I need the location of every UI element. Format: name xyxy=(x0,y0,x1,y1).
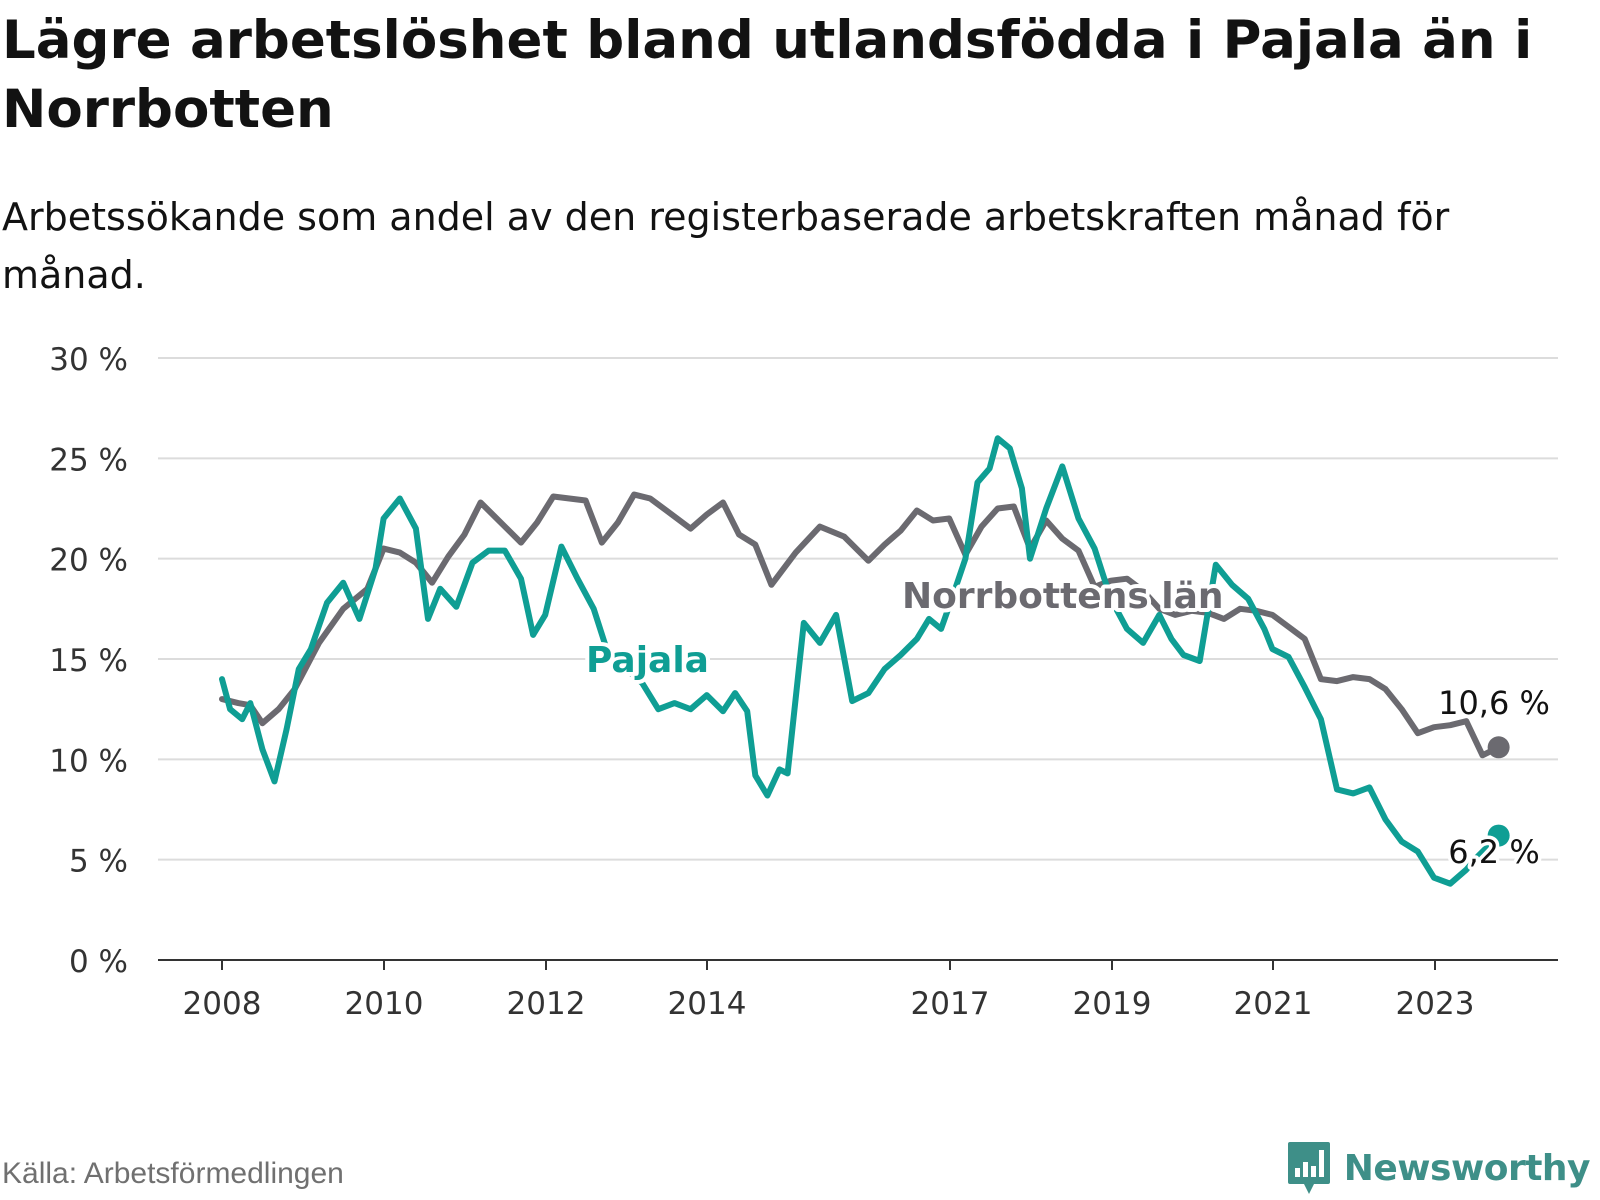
series-line-norrbotten xyxy=(219,491,1502,759)
end-value-label-norrbotten: 10,6 % xyxy=(1438,684,1550,722)
y-tick-label: 10 % xyxy=(49,743,128,779)
y-tick-label: 5 % xyxy=(69,844,128,880)
x-tick-label: 2012 xyxy=(507,986,586,1022)
y-tick-label: 30 % xyxy=(49,342,128,378)
y-tick-label: 20 % xyxy=(49,543,128,579)
y-tick-label: 15 % xyxy=(49,643,128,679)
series-lines xyxy=(219,435,1510,887)
series-label-norrbotten: Norrbottens län xyxy=(902,576,1224,617)
brand-logo: Newsworthy xyxy=(1286,1140,1591,1196)
end-value-label-pajala: 6,2 % xyxy=(1448,833,1539,871)
x-axis-ticks: 2008 2010 2012 2014 2017 2019 2021 2023 xyxy=(183,960,1475,1022)
x-tick-label: 2010 xyxy=(345,986,424,1022)
chart-title: Lägre arbetslöshet bland utlandsfödda i … xyxy=(2,10,1533,140)
x-tick-label: 2023 xyxy=(1396,986,1475,1022)
series-labels: Norrbottens län Pajala 10,6 % 6,2 % xyxy=(582,572,1553,875)
x-tick-label: 2021 xyxy=(1234,986,1313,1022)
bar-chart-speech-bubble-icon xyxy=(1287,1142,1330,1194)
source-note: Källa: Arbetsförmedlingen xyxy=(2,1157,344,1190)
x-tick-label: 2014 xyxy=(668,986,747,1022)
y-tick-label: 0 % xyxy=(69,944,128,980)
x-tick-label: 2008 xyxy=(183,986,262,1022)
series-end-marker xyxy=(1487,736,1510,759)
series-label-pajala: Pajala xyxy=(586,640,709,681)
brand-name: Newsworthy xyxy=(1343,1147,1591,1189)
x-tick-label: 2017 xyxy=(911,986,990,1022)
series-line-pajala xyxy=(219,435,1502,887)
grid-lines xyxy=(158,357,1558,861)
y-tick-label: 25 % xyxy=(49,442,128,478)
series-end-marker xyxy=(1487,824,1510,847)
line-chart: 0 %5 %10 %15 %20 %25 %30 % 2008 2010 2012 2… xyxy=(49,342,1558,1022)
x-tick-label: 2019 xyxy=(1073,986,1152,1022)
y-axis-tick-labels: 0 % 5 % 10 % 15 % 20 % 25 % 30 % xyxy=(49,342,128,980)
chart-subtitle: Arbetssökande som andel av den registerb… xyxy=(2,195,1450,297)
